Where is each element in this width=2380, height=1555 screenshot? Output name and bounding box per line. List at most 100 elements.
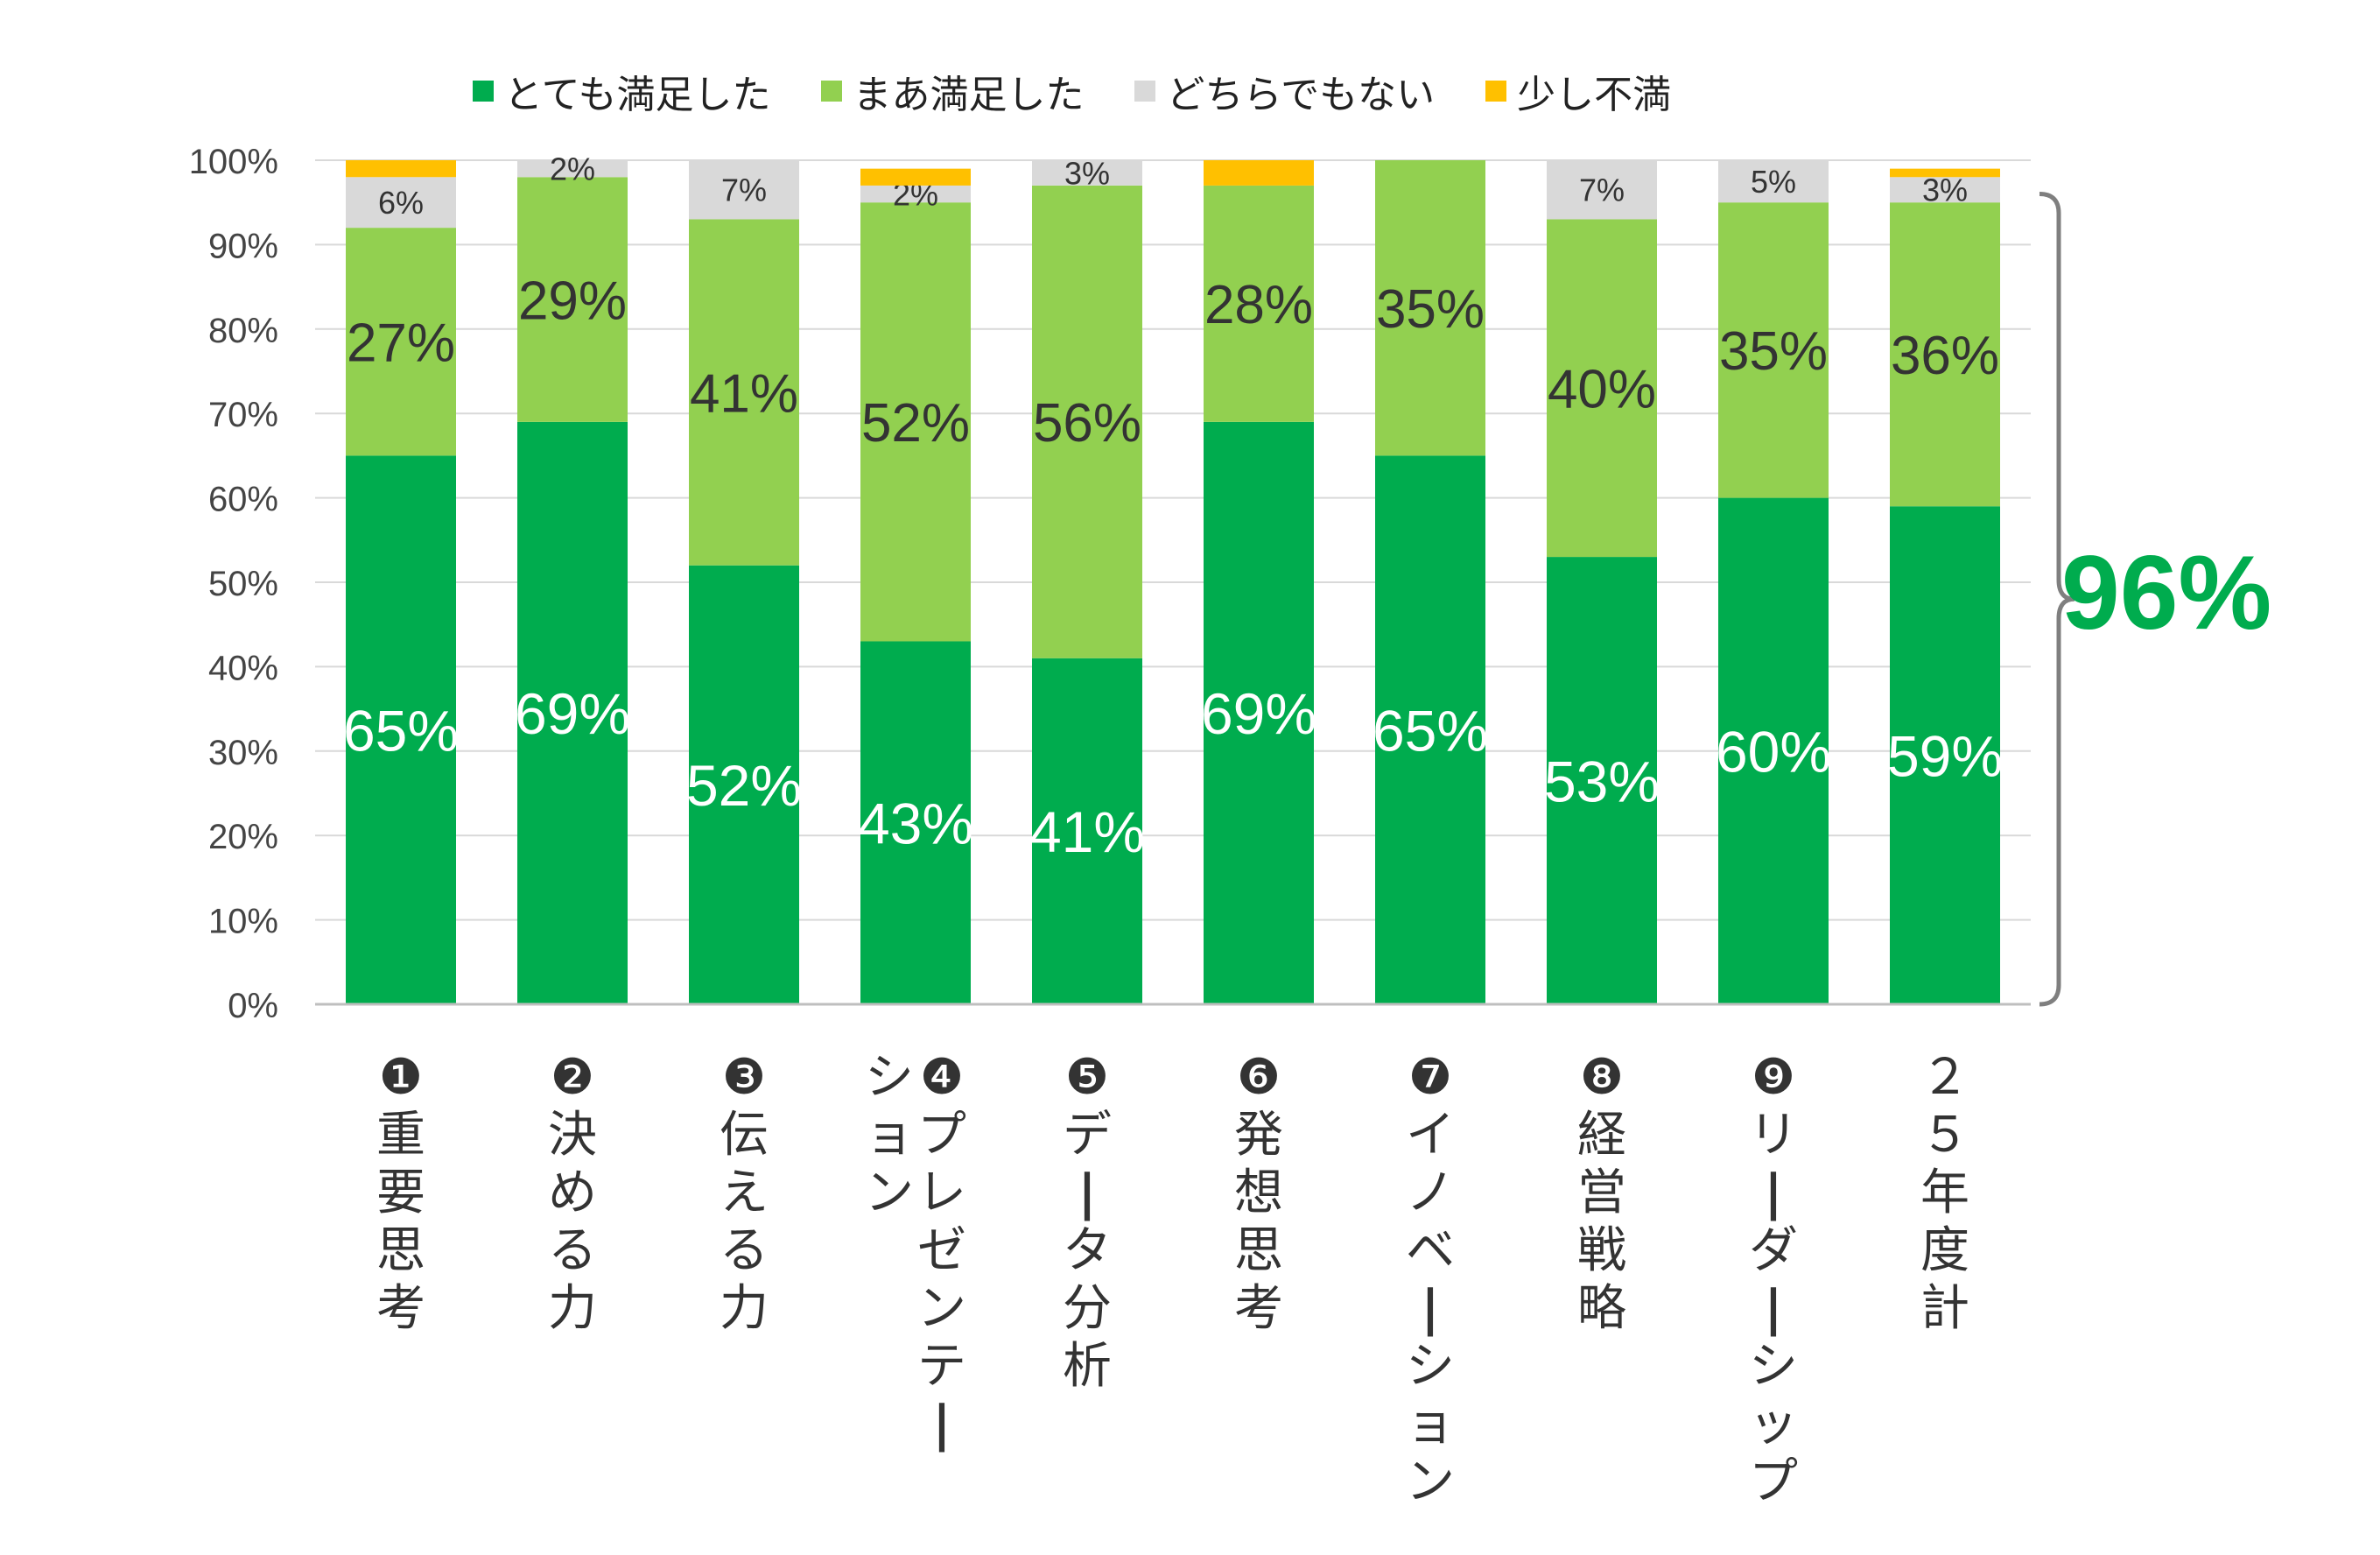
data-label: 60% [1716,720,1831,785]
bar-segment [1718,160,1829,203]
bar-segment [1547,160,1657,220]
y-tick-label: 100% [189,143,278,181]
data-label: 29% [518,271,627,331]
y-tick-label: 10% [208,903,278,941]
bar-segment [1890,506,2000,1004]
bar-segment [1032,185,1142,658]
x-tick-label-line: ❹ プレゼンテ | [917,1049,966,1453]
bar-segment [346,228,456,456]
data-label: 36% [1891,326,1999,386]
bar-segment [1375,160,1485,456]
y-tick-label: 40% [208,649,278,687]
legend-swatch [473,81,494,102]
legend-swatch [821,81,843,102]
bar-segment [1375,455,1485,1004]
data-label: 52% [861,393,970,454]
bar-segment [1890,168,2000,178]
x-tick-label: ❺ デ | タ分析 [1058,1049,1116,1396]
bar-segment [1718,497,1829,1004]
data-label: 41% [1029,799,1145,864]
bar-segment [1032,658,1142,1004]
bracket [2039,192,2075,1007]
x-tick-label: ❹ プレゼンテ | ション [856,1049,975,1453]
data-label: 3% [1064,155,1110,191]
data-label: 69% [1201,681,1316,746]
bar-segment [346,455,456,1004]
x-tick-label-line: ション [865,1049,914,1221]
bar-segment [860,168,971,186]
bar-segment [860,641,971,1004]
y-tick-label: 80% [208,312,278,350]
data-label: 41% [690,363,798,424]
legend-label: とても満足した [504,73,771,117]
x-tick-label-line: ❾ リ | ダ | シップ [1749,1049,1798,1510]
legend-item: まあ満足した [821,63,1084,119]
legend-swatch [1485,81,1507,102]
bar-segment [1032,160,1142,186]
data-label: 52% [686,753,802,818]
data-label: 69% [515,681,630,746]
y-tick-label: 30% [208,734,278,772]
y-tick-label: 70% [208,396,278,434]
bar-segment [517,421,628,1005]
bar-segment [1718,202,1829,498]
y-tick-label: 0% [228,987,278,1025]
bar-segment [860,185,971,203]
data-label: 56% [1033,393,1141,454]
data-label: 28% [1204,275,1313,335]
x-tick-label-line: ❼ イノベ | ション [1406,1049,1455,1510]
data-label: 59% [1887,723,2003,788]
data-label: 5% [1751,164,1796,200]
data-label: 2% [550,151,595,187]
bar-segment [517,160,628,178]
y-tick-label: 60% [208,481,278,519]
data-label: 35% [1376,279,1485,340]
bar-segment [1547,219,1657,558]
data-label: 53% [1544,749,1660,813]
y-tick-label: 50% [208,565,278,603]
data-label: 40% [1548,360,1656,420]
data-label: 35% [1719,321,1828,382]
data-label: 65% [1373,698,1488,763]
bar-segment [1890,202,2000,507]
x-tick-label: ❼ イノベ | ション [1401,1049,1459,1511]
data-label: 65% [343,698,459,763]
bar-segment [689,219,799,566]
legend-item: どちらでもない [1134,63,1435,119]
bar-segment [689,160,799,220]
y-tick-label: 90% [208,227,278,265]
bar-segment [689,565,799,1004]
bar-segment [517,177,628,422]
legend-label: まあ満足した [853,73,1085,117]
data-label: 7% [1579,172,1625,208]
data-label: 7% [721,172,767,208]
legend-label: 少し不満 [1517,73,1672,117]
data-label: 27% [347,313,455,374]
bar-segment [346,160,456,178]
bar-segment [860,202,971,642]
chart-legend: とても満足した まあ満足した どちらでもない 少し不満 [473,63,1671,119]
x-tick-label-line: ❺ デ | タ分析 [1063,1049,1112,1395]
bar-segment [1204,185,1314,422]
data-label: 6% [378,185,424,221]
bar-segment [1890,177,2000,203]
data-label: 3% [1922,172,1968,208]
legend-item: とても満足した [473,63,770,119]
bar-segment [1547,557,1657,1004]
bar-segment [1204,160,1314,186]
total-satisfaction-annotation: 96% [2061,534,2272,651]
bar-segment [1204,421,1314,1005]
y-tick-label: 20% [208,818,278,856]
